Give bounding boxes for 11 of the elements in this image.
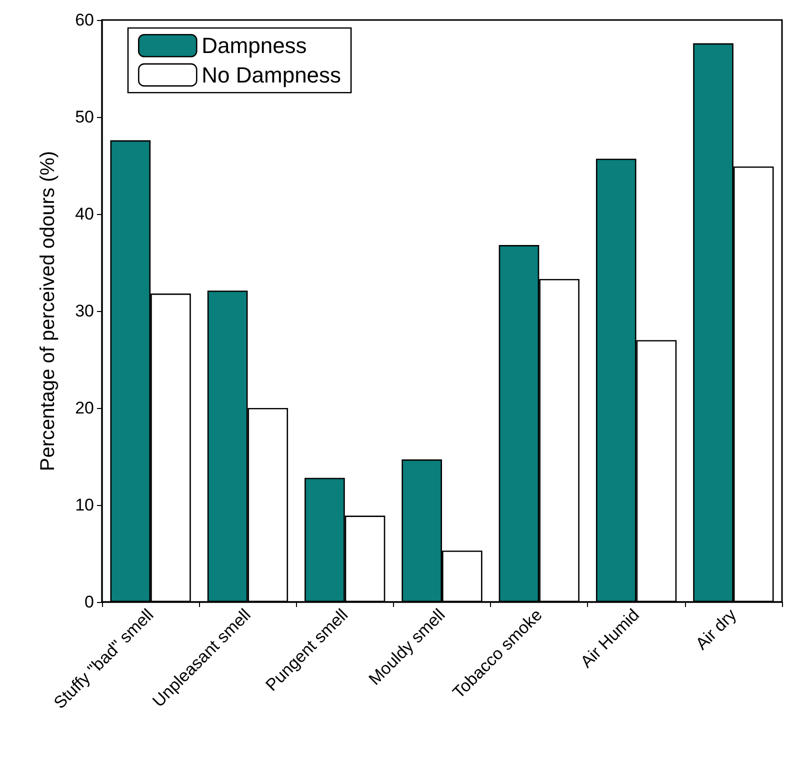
y-tick-label: 60 [75, 10, 94, 30]
legend-label: No Dampness [202, 62, 342, 88]
legend-label: Dampness [202, 33, 307, 58]
y-tick-label: 20 [75, 398, 94, 418]
y-tick-label: 40 [75, 204, 94, 224]
y-axis-title: Percentage of perceived odours (%) [37, 150, 59, 472]
y-tick-label: 10 [75, 496, 94, 514]
y-tick-label: 0 [84, 592, 94, 612]
y-tick-label: 50 [75, 108, 94, 126]
y-tick-label: 30 [75, 302, 94, 320]
x-tick-label: Air dry [692, 604, 740, 654]
